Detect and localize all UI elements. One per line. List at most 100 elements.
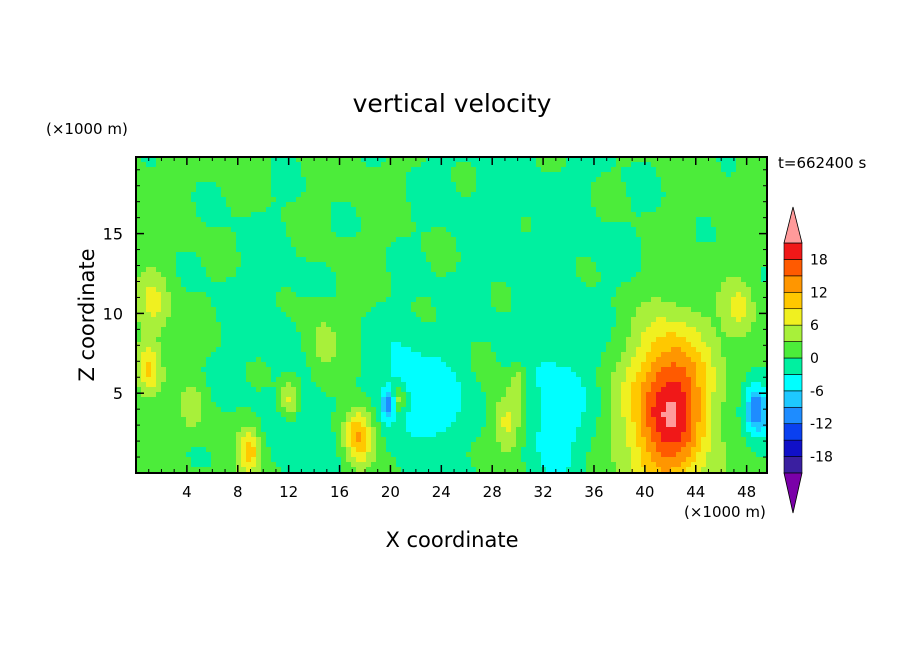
field-cell [386, 282, 392, 288]
field-cell [181, 332, 187, 338]
field-cell [641, 222, 647, 228]
field-cell [311, 267, 317, 273]
field-cell [356, 247, 362, 253]
field-cell [611, 172, 617, 178]
field-cell [141, 197, 147, 203]
field-cell [316, 307, 322, 313]
field-cell [191, 297, 197, 303]
field-cell [561, 207, 567, 213]
field-cell [486, 237, 492, 243]
field-cell [631, 322, 637, 328]
field-cell [511, 222, 517, 228]
field-cell [196, 312, 202, 318]
field-cell [326, 167, 332, 173]
field-cell [231, 292, 237, 298]
field-cell [581, 252, 587, 258]
field-cell [686, 242, 692, 248]
field-cell [501, 272, 507, 278]
field-cell [681, 197, 687, 203]
field-cell [261, 187, 267, 193]
field-cell [241, 217, 247, 223]
field-cell [551, 322, 557, 328]
field-cell [361, 337, 367, 343]
field-cell [211, 177, 217, 183]
field-cell [566, 282, 572, 288]
field-cell [411, 252, 417, 258]
field-cell [751, 307, 757, 313]
field-cell [281, 272, 287, 278]
field-cell [631, 257, 637, 263]
field-cell [736, 237, 742, 243]
field-cell [166, 257, 172, 263]
field-cell [341, 337, 347, 343]
field-cell [531, 227, 537, 233]
field-cell [336, 262, 342, 268]
field-cell [181, 192, 187, 198]
field-cell [606, 167, 612, 173]
field-cell [681, 232, 687, 238]
field-cell [251, 202, 257, 208]
field-cell [301, 212, 307, 218]
field-cell [346, 207, 352, 213]
field-cell [481, 282, 487, 288]
field-cell [416, 317, 422, 323]
field-cell [391, 187, 397, 193]
field-cell [196, 352, 202, 358]
field-cell [311, 332, 317, 338]
field-cell [186, 337, 192, 343]
field-cell [296, 222, 302, 228]
field-cell [226, 167, 232, 173]
field-cell [671, 227, 677, 233]
field-cell [461, 327, 467, 333]
field-cell [751, 297, 757, 303]
field-cell [511, 262, 517, 268]
field-cell [276, 172, 282, 178]
field-cell [761, 287, 767, 293]
field-cell [321, 192, 327, 198]
field-cell [526, 232, 532, 238]
field-cell [536, 192, 542, 198]
field-cell [316, 332, 322, 338]
field-cell [201, 242, 207, 248]
field-cell [731, 217, 737, 223]
field-cell [321, 207, 327, 213]
field-cell [451, 232, 457, 238]
field-cell [146, 332, 152, 338]
field-cell [436, 307, 442, 313]
field-cell [666, 157, 672, 163]
field-cell [661, 172, 667, 178]
field-cell [326, 242, 332, 248]
field-cell [741, 182, 747, 188]
field-cell [631, 247, 637, 253]
field-cell [686, 317, 692, 323]
field-cell [601, 177, 607, 183]
field-cell [646, 262, 652, 268]
field-cell [176, 287, 182, 293]
field-cell [601, 192, 607, 198]
field-cell [226, 252, 232, 258]
field-cell [656, 292, 662, 298]
field-cell [661, 227, 667, 233]
field-cell [756, 237, 762, 243]
field-cell [296, 312, 302, 318]
field-cell [501, 247, 507, 253]
field-cell [676, 302, 682, 308]
field-cell [491, 157, 497, 163]
field-cell [556, 267, 562, 273]
field-cell [446, 327, 452, 333]
field-cell [421, 297, 427, 303]
field-cell [631, 162, 637, 168]
field-cell [586, 337, 592, 343]
field-cell [676, 322, 682, 328]
field-cell [696, 212, 702, 218]
field-cell [656, 212, 662, 218]
field-cell [251, 212, 257, 218]
field-cell [426, 317, 432, 323]
field-cell [481, 317, 487, 323]
field-cell [631, 287, 637, 293]
field-cell [571, 272, 577, 278]
field-cell [541, 247, 547, 253]
field-cell [531, 217, 537, 223]
field-cell [166, 297, 172, 303]
field-cell [336, 212, 342, 218]
